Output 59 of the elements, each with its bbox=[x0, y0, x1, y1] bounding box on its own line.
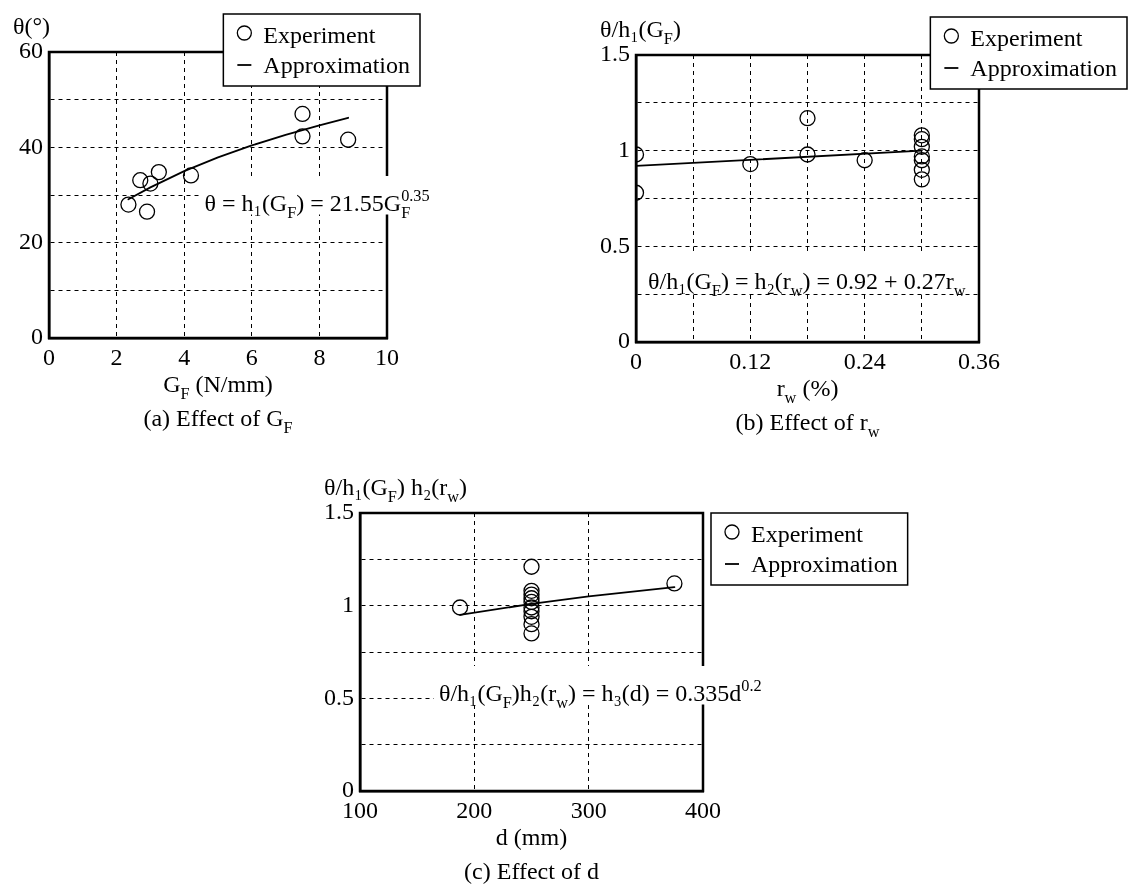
point bbox=[913, 138, 930, 155]
text: (c) Effect of d bbox=[464, 858, 599, 884]
point bbox=[913, 161, 930, 178]
x-tick-label: 2 bbox=[110, 343, 123, 370]
legend-label: Experiment bbox=[263, 22, 376, 48]
point bbox=[799, 109, 816, 127]
y-tick-label: 1 bbox=[342, 590, 354, 617]
point bbox=[120, 196, 137, 213]
legend-label: Experiment bbox=[751, 521, 864, 547]
point bbox=[523, 558, 540, 575]
point bbox=[742, 155, 759, 173]
point bbox=[523, 599, 540, 616]
point bbox=[523, 593, 540, 611]
point bbox=[523, 603, 540, 620]
point bbox=[523, 582, 540, 599]
x-tick-label: 0.36 bbox=[958, 347, 1000, 374]
legend-label: Approximation bbox=[970, 55, 1118, 81]
point bbox=[913, 148, 930, 165]
point bbox=[339, 131, 357, 148]
point bbox=[913, 171, 930, 188]
x-tick-label: 0.24 bbox=[843, 347, 886, 374]
point bbox=[294, 105, 311, 123]
point bbox=[294, 128, 311, 145]
y-axis-title: θ(°) bbox=[13, 13, 51, 39]
point bbox=[150, 163, 167, 181]
y-tick-label: 0.5 bbox=[324, 683, 354, 710]
x-tick-label: 10 bbox=[375, 343, 399, 370]
point bbox=[523, 608, 540, 625]
x-tick-label: 200 bbox=[456, 796, 493, 823]
point bbox=[451, 599, 469, 616]
legend-label: Approximation bbox=[263, 52, 411, 78]
point bbox=[913, 152, 930, 169]
point bbox=[913, 131, 930, 148]
point bbox=[666, 575, 683, 592]
legend-label: Experiment bbox=[970, 25, 1083, 51]
x-tick-label: 400 bbox=[685, 796, 721, 823]
point bbox=[182, 167, 200, 184]
x-tick-label: 4 bbox=[178, 343, 191, 370]
point bbox=[856, 152, 873, 169]
point bbox=[523, 616, 540, 633]
point bbox=[142, 175, 159, 192]
point bbox=[523, 625, 540, 642]
y-tick-label: 0.5 bbox=[600, 231, 630, 258]
point bbox=[523, 590, 540, 607]
point bbox=[799, 146, 816, 163]
point bbox=[132, 172, 149, 189]
y-tick-label: 0 bbox=[31, 323, 43, 350]
y-tick-label: 20 bbox=[19, 227, 43, 254]
x-tick-label: 0.12 bbox=[729, 347, 772, 374]
x-tick-label: 300 bbox=[570, 796, 607, 823]
y-tick-label: 1 bbox=[618, 135, 630, 162]
legend-label: Approximation bbox=[751, 551, 898, 577]
x-tick-label: 6 bbox=[245, 343, 258, 370]
point bbox=[138, 203, 156, 220]
point bbox=[913, 127, 930, 144]
point bbox=[523, 586, 540, 603]
y-tick-label: 40 bbox=[19, 132, 43, 159]
x-tick-label: 8 bbox=[313, 343, 326, 370]
x-axis-title: d (mm) bbox=[495, 824, 568, 850]
